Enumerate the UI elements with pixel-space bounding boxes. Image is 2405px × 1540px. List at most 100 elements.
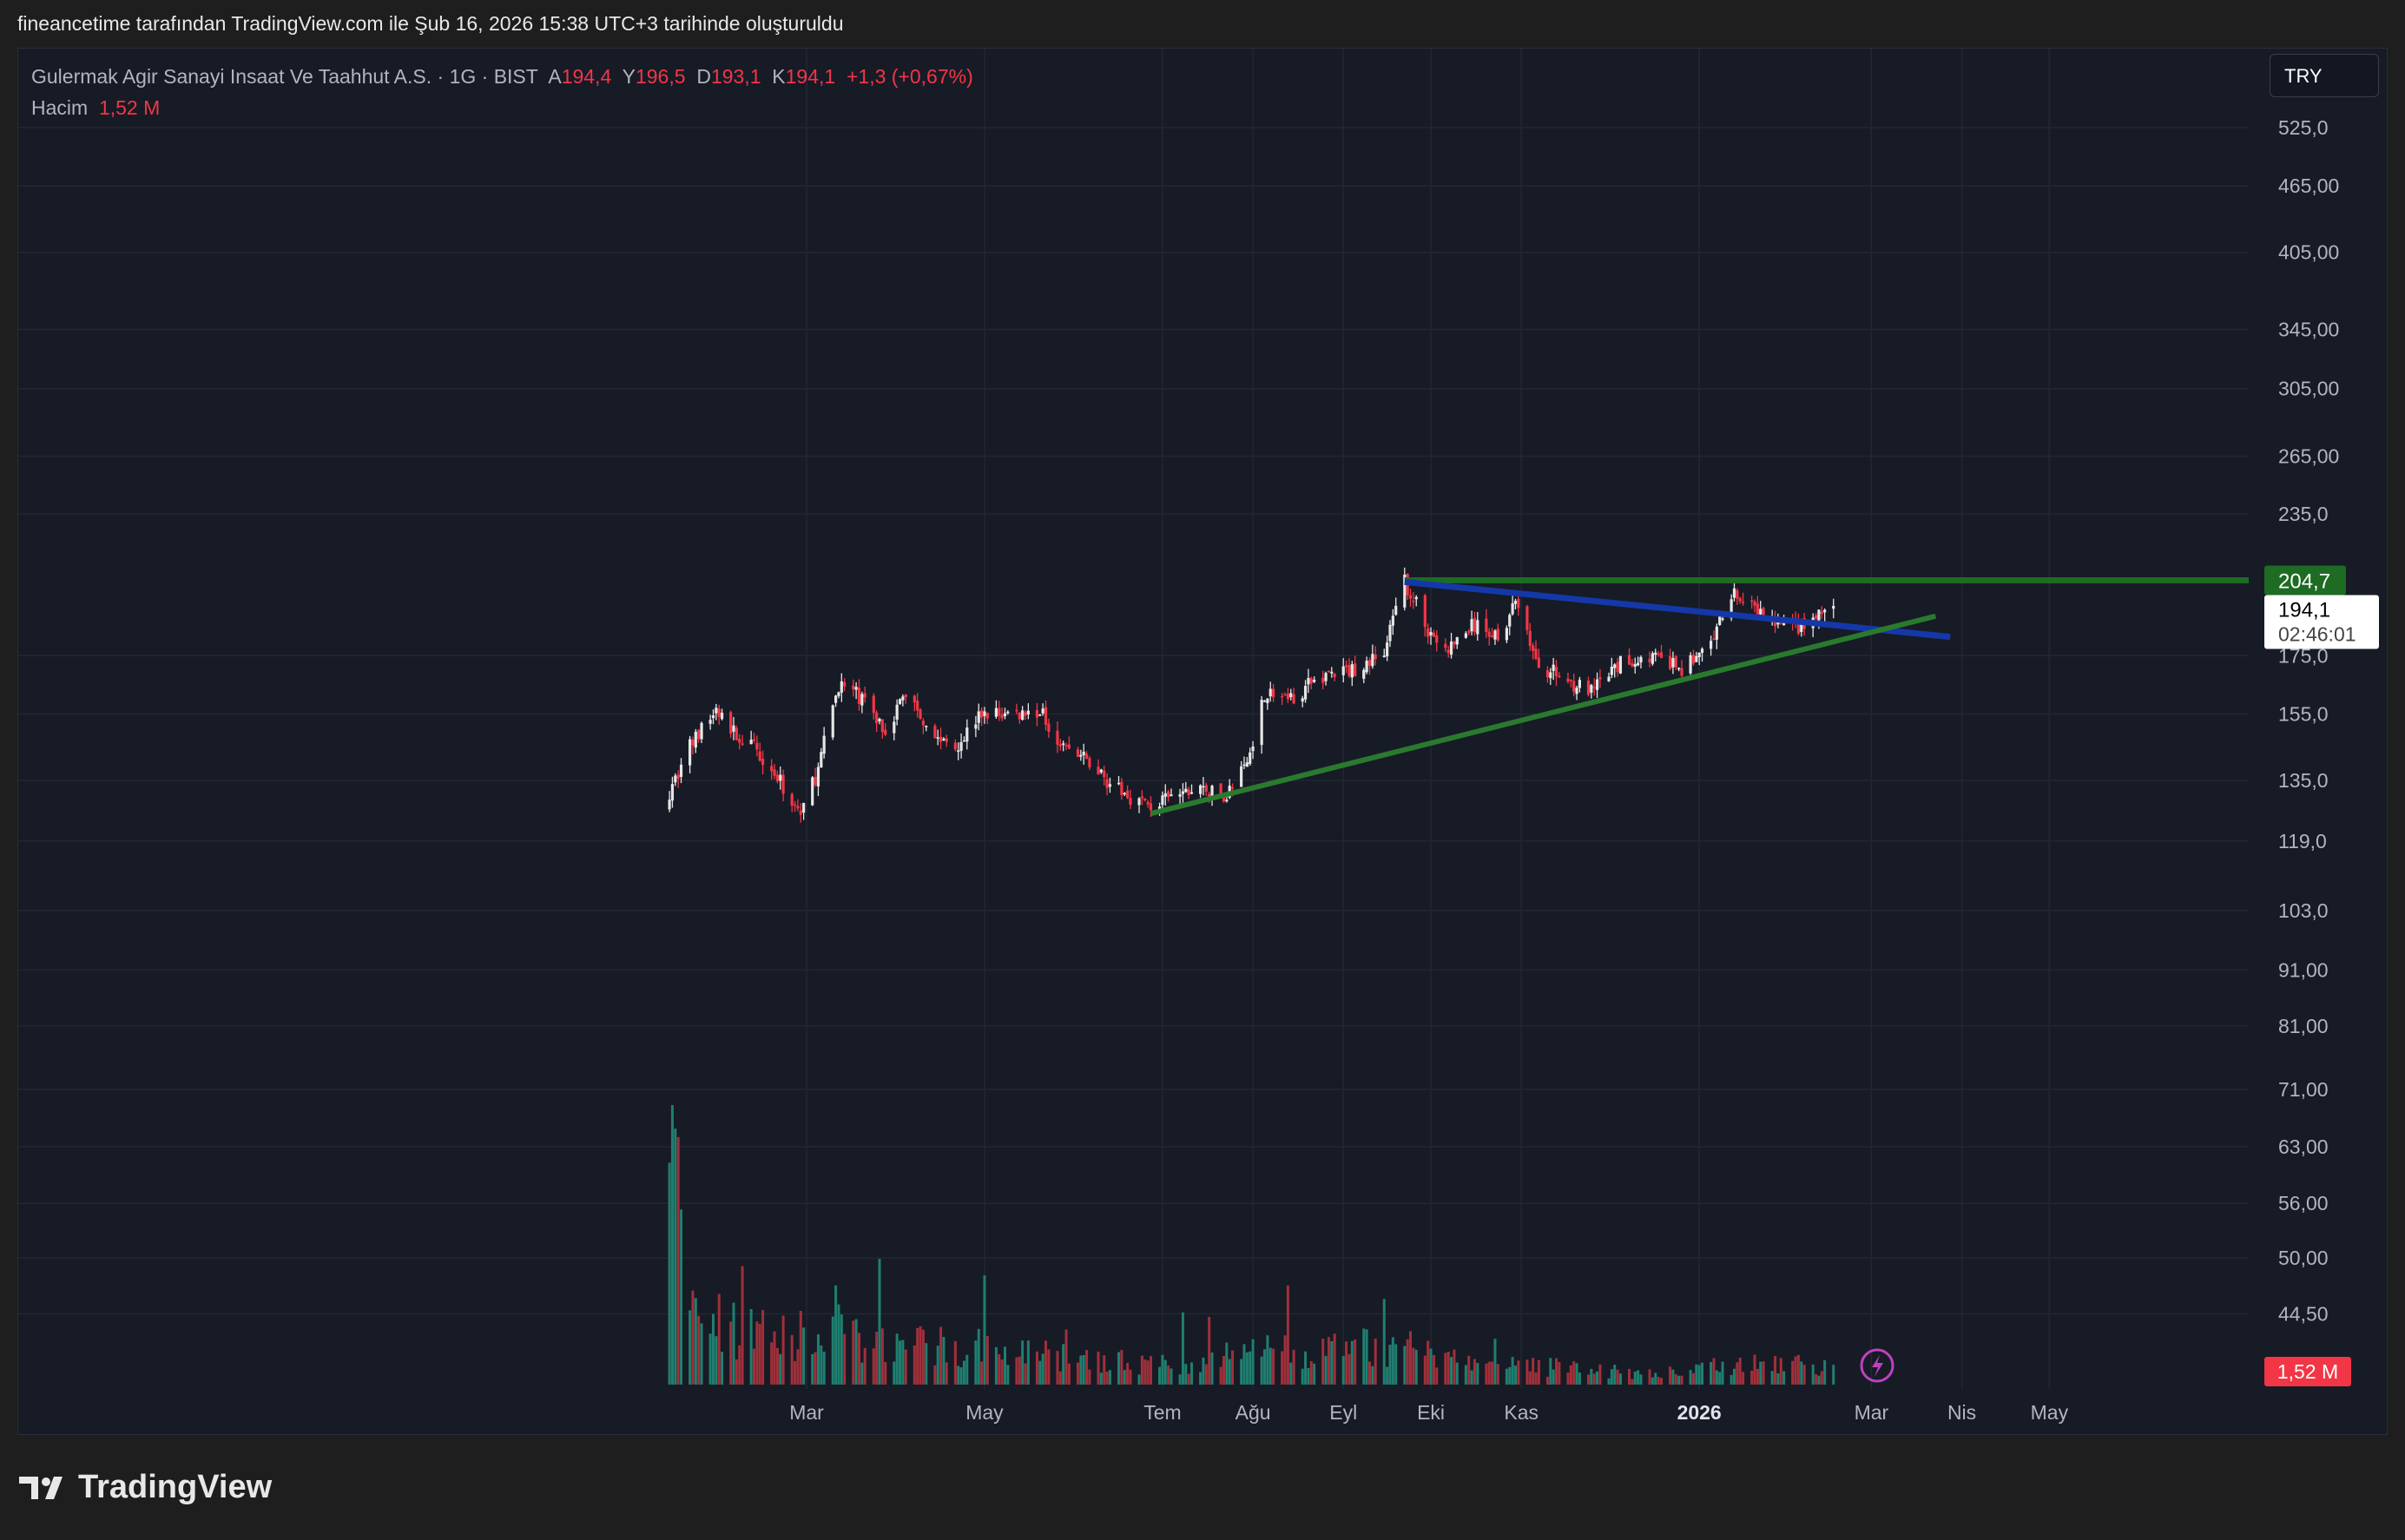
volume-bar — [1545, 1376, 1549, 1385]
candle-body — [1633, 663, 1637, 667]
currency-button[interactable]: TRY — [2270, 54, 2379, 97]
candle-body — [1453, 641, 1456, 645]
volume-bar — [1386, 1366, 1389, 1385]
volume-bar — [779, 1353, 782, 1385]
volume-bar — [1307, 1368, 1310, 1385]
volume-bar — [1555, 1358, 1558, 1385]
candle-body — [1491, 635, 1494, 637]
volume-bar — [758, 1323, 761, 1385]
volume-bar — [738, 1345, 741, 1385]
candle-body — [1350, 664, 1354, 678]
candle-body — [1639, 656, 1643, 663]
candle-body — [1613, 664, 1617, 668]
candle-body — [770, 766, 774, 772]
candle-body — [1301, 698, 1304, 702]
candle-body — [1117, 782, 1121, 785]
candle-body — [1750, 600, 1754, 602]
volume-bar — [1362, 1328, 1366, 1385]
volume-bar — [1313, 1363, 1316, 1385]
volume-bar — [1190, 1362, 1194, 1385]
volume-bar — [1776, 1373, 1780, 1385]
volume-bar — [1281, 1351, 1284, 1385]
candle-body — [895, 704, 899, 720]
volume-bar — [985, 1336, 989, 1385]
volume-bar — [680, 1209, 683, 1385]
last-price-text: 194,1 — [2278, 599, 2330, 622]
candle-body — [875, 712, 879, 724]
volume-bar — [953, 1340, 957, 1385]
legend-ohlc-row: Gulermak Agir Sanayi Insaat Ve Taahhut A… — [31, 61, 973, 92]
volume-bar — [1427, 1340, 1430, 1385]
volume-bar — [1794, 1356, 1797, 1385]
candle-body — [1184, 788, 1188, 793]
volume-bar — [1598, 1364, 1602, 1385]
candle-body — [1324, 673, 1328, 681]
volume-bar — [1062, 1344, 1065, 1385]
volume-bar — [1537, 1359, 1540, 1385]
volume-label: Hacim — [31, 96, 89, 119]
candle-body — [814, 776, 817, 786]
candle-body — [1056, 730, 1059, 745]
ascending-trendline — [1150, 613, 1937, 817]
candle-body — [1549, 672, 1552, 679]
volume-bar — [770, 1342, 774, 1385]
candle-body — [1648, 658, 1651, 662]
volume-bar — [1167, 1366, 1170, 1385]
symbol-title[interactable]: Gulermak Agir Sanayi Insaat Ve Taahhut A… — [31, 65, 538, 88]
volume-bar — [916, 1327, 919, 1385]
candle-body — [1018, 712, 1021, 720]
volume-bar — [913, 1345, 916, 1385]
volume-bar — [880, 1328, 884, 1385]
volume-bar — [936, 1346, 939, 1385]
volume-bar — [1680, 1375, 1684, 1385]
candle-body — [1035, 710, 1039, 718]
candle-body — [1697, 652, 1701, 658]
volume-bar — [735, 1359, 738, 1385]
volume-bar — [1079, 1355, 1083, 1385]
candle-body — [1163, 793, 1167, 797]
volume-bar — [1508, 1366, 1512, 1385]
candle-body — [1429, 632, 1433, 635]
candle-body — [1736, 590, 1739, 599]
candle-body — [1651, 653, 1654, 664]
candle-body — [1671, 658, 1675, 668]
volume-bar — [1811, 1364, 1815, 1385]
candle-body — [1505, 628, 1508, 641]
volume-bar — [1796, 1354, 1800, 1385]
volume-bar — [1365, 1329, 1368, 1385]
candle-body — [1654, 652, 1657, 655]
volume-bar — [1088, 1369, 1091, 1385]
volume-bar — [1631, 1379, 1634, 1385]
volume-bar — [974, 1340, 978, 1385]
volume-bar — [1058, 1371, 1062, 1385]
candle-body — [1592, 687, 1596, 688]
volume-bar — [1047, 1349, 1051, 1385]
volume-bar — [717, 1293, 721, 1385]
volume-bar — [1184, 1364, 1188, 1385]
time-tick-label: Mar — [789, 1401, 824, 1424]
volume-bar — [1817, 1375, 1821, 1385]
candle-body — [1616, 661, 1619, 673]
tradingview-logo[interactable]: TradingView — [19, 1469, 272, 1506]
candle-body — [1575, 688, 1578, 694]
candle-body — [820, 752, 823, 768]
candle-body — [1537, 657, 1540, 668]
volume-bar — [893, 1361, 896, 1385]
volume-bar — [1103, 1355, 1106, 1385]
candle-body — [857, 688, 861, 704]
candle-body — [1487, 631, 1491, 637]
candle-body — [1517, 598, 1520, 609]
price-tick-label: 56,00 — [2278, 1192, 2329, 1214]
candle-body — [1307, 678, 1310, 685]
candle-body — [1691, 655, 1696, 664]
volume-bar — [1607, 1378, 1611, 1385]
candle-body — [1354, 663, 1357, 677]
volume-bar — [1464, 1365, 1467, 1385]
volume-bar — [1222, 1355, 1225, 1385]
candle-body — [1210, 786, 1214, 800]
volume-bar — [1181, 1312, 1184, 1385]
volume-bar — [1021, 1340, 1025, 1385]
volume-bar — [1371, 1366, 1374, 1385]
volume-bar — [1394, 1344, 1398, 1385]
